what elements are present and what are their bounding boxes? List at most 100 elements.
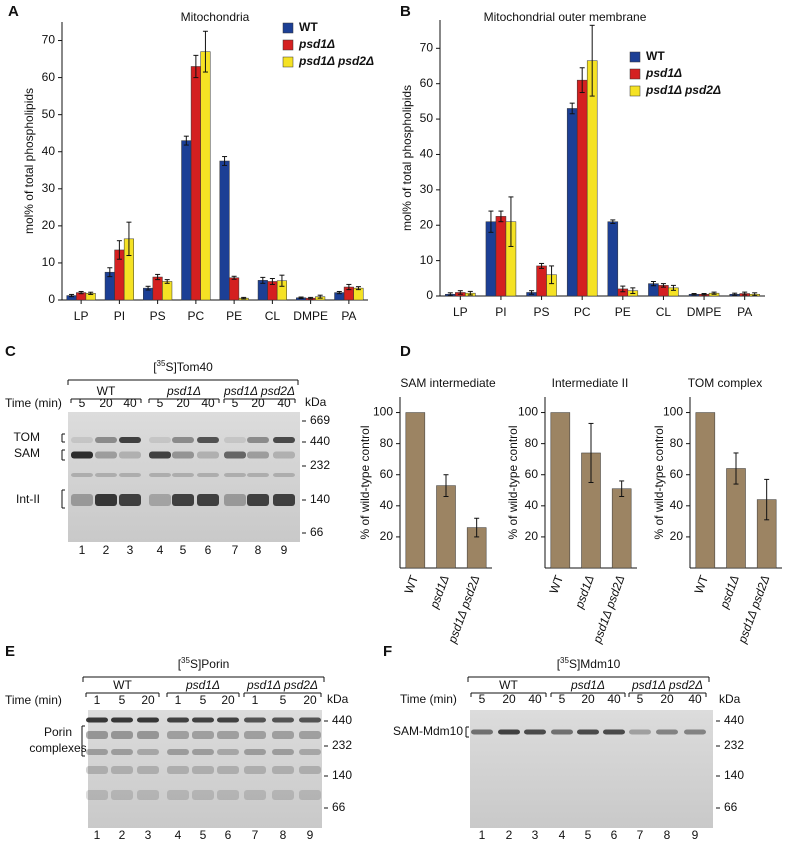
legend-swatch bbox=[629, 68, 641, 80]
y-tick-label: 100 bbox=[518, 405, 538, 419]
panel-label: F bbox=[383, 643, 392, 660]
gel-band bbox=[577, 729, 599, 735]
error-bar bbox=[69, 293, 75, 298]
marker-label: 669 bbox=[310, 413, 330, 427]
y-tick-label: 10 bbox=[42, 255, 56, 269]
gel-band bbox=[247, 451, 269, 459]
gel-title: [35S]Mdm10 bbox=[557, 656, 621, 672]
band-label: complexes bbox=[29, 741, 86, 755]
gel-band bbox=[137, 766, 159, 774]
x-tick-label: LP bbox=[453, 305, 468, 319]
lane-number: 2 bbox=[119, 828, 126, 842]
time-value: 40 bbox=[201, 396, 215, 410]
x-tick-label: CL bbox=[656, 305, 672, 319]
y-tick-label: 40 bbox=[380, 498, 394, 512]
lane-number: 1 bbox=[94, 828, 101, 842]
gel-band bbox=[471, 729, 493, 735]
marker-label: 66 bbox=[332, 800, 346, 814]
x-tick-label: psd1Δ psd2Δ bbox=[590, 573, 628, 645]
gel-band bbox=[273, 494, 295, 506]
error-bar bbox=[155, 273, 161, 281]
error-bar bbox=[269, 278, 275, 285]
error-bar bbox=[474, 517, 480, 538]
band-label: SAM-Mdm10 bbox=[393, 724, 463, 738]
time-value: 40 bbox=[688, 692, 702, 706]
group-label: psd1Δ bbox=[185, 678, 220, 692]
gel-band bbox=[149, 494, 171, 506]
time-value: 1 bbox=[94, 693, 101, 707]
time-value: 20 bbox=[303, 693, 317, 707]
error-bar bbox=[619, 480, 625, 497]
x-tick-label: DMPE bbox=[293, 309, 328, 323]
gel-title-part: 35 bbox=[560, 656, 569, 665]
kda-label: kDa bbox=[327, 692, 349, 706]
time-value: 20 bbox=[176, 396, 190, 410]
gel-band bbox=[95, 437, 117, 443]
error-bar bbox=[164, 279, 170, 284]
x-tick-label: PA bbox=[341, 309, 356, 323]
error-bar bbox=[88, 291, 94, 295]
bar bbox=[536, 265, 547, 297]
group-label: WT bbox=[97, 384, 116, 398]
y-tick-label: 40 bbox=[42, 144, 56, 158]
bar bbox=[162, 281, 173, 301]
gel-band bbox=[137, 749, 159, 755]
error-bar bbox=[298, 296, 304, 300]
chart-title: Intermediate II bbox=[552, 376, 629, 390]
band-label: SAM bbox=[14, 446, 40, 460]
y-tick-label: 40 bbox=[420, 147, 434, 161]
x-tick-label: psd1Δ psd2Δ bbox=[735, 573, 773, 645]
lane-number: 5 bbox=[585, 828, 592, 842]
error-bar bbox=[231, 275, 237, 280]
gel-title-part: [ bbox=[153, 360, 157, 374]
gel-band bbox=[71, 451, 93, 459]
panel-label: A bbox=[8, 3, 19, 20]
x-tick-label: PI bbox=[114, 309, 125, 323]
error-bar bbox=[660, 283, 666, 288]
error-bar bbox=[260, 276, 266, 284]
y-tick-label: 20 bbox=[380, 529, 394, 543]
gel-band bbox=[551, 729, 573, 735]
time-label: Time (min) bbox=[5, 693, 62, 707]
bar bbox=[229, 277, 240, 301]
marker-label: 232 bbox=[724, 738, 744, 752]
x-tick-label: psd1Δ psd2Δ bbox=[445, 573, 483, 645]
y-tick-label: 20 bbox=[525, 529, 539, 543]
error-bar bbox=[183, 135, 189, 146]
y-tick-label: 80 bbox=[670, 436, 684, 450]
x-tick-label: PS bbox=[534, 305, 550, 319]
y-tick-label: 0 bbox=[426, 288, 433, 302]
time-value: 1 bbox=[252, 693, 259, 707]
gel-band bbox=[95, 473, 117, 477]
x-tick-label: WT bbox=[547, 573, 567, 596]
gel-band bbox=[217, 717, 239, 723]
marker-label: 440 bbox=[332, 713, 352, 727]
gel-band bbox=[172, 473, 194, 477]
legend-label: WT bbox=[299, 20, 318, 34]
gel-band bbox=[167, 717, 189, 723]
time-value: 20 bbox=[660, 692, 674, 706]
error-bar bbox=[732, 292, 738, 296]
gel-band bbox=[149, 451, 171, 459]
x-tick-label: WT bbox=[692, 573, 712, 596]
gel-band bbox=[111, 766, 133, 774]
gel-band bbox=[247, 494, 269, 506]
gel-band bbox=[172, 451, 194, 459]
gel-band bbox=[149, 437, 171, 443]
x-tick-label: PS bbox=[150, 309, 166, 323]
y-tick-label: 40 bbox=[525, 498, 539, 512]
y-axis-label: mol% of total phospholipids bbox=[400, 85, 414, 231]
x-tick-label: PE bbox=[615, 305, 631, 319]
gel-title: [35S]Tom40 bbox=[153, 359, 213, 375]
y-tick-label: 100 bbox=[663, 405, 683, 419]
y-tick-label: 30 bbox=[42, 181, 56, 195]
x-tick-label: DMPE bbox=[687, 305, 722, 319]
gel-band bbox=[224, 473, 246, 477]
gel-band bbox=[86, 717, 108, 723]
bar bbox=[190, 66, 201, 301]
gel-band bbox=[137, 731, 159, 739]
error-bar bbox=[467, 290, 473, 296]
group-label: psd1Δ psd2Δ bbox=[631, 678, 703, 692]
gel-band bbox=[111, 749, 133, 755]
error-bar bbox=[579, 67, 585, 94]
